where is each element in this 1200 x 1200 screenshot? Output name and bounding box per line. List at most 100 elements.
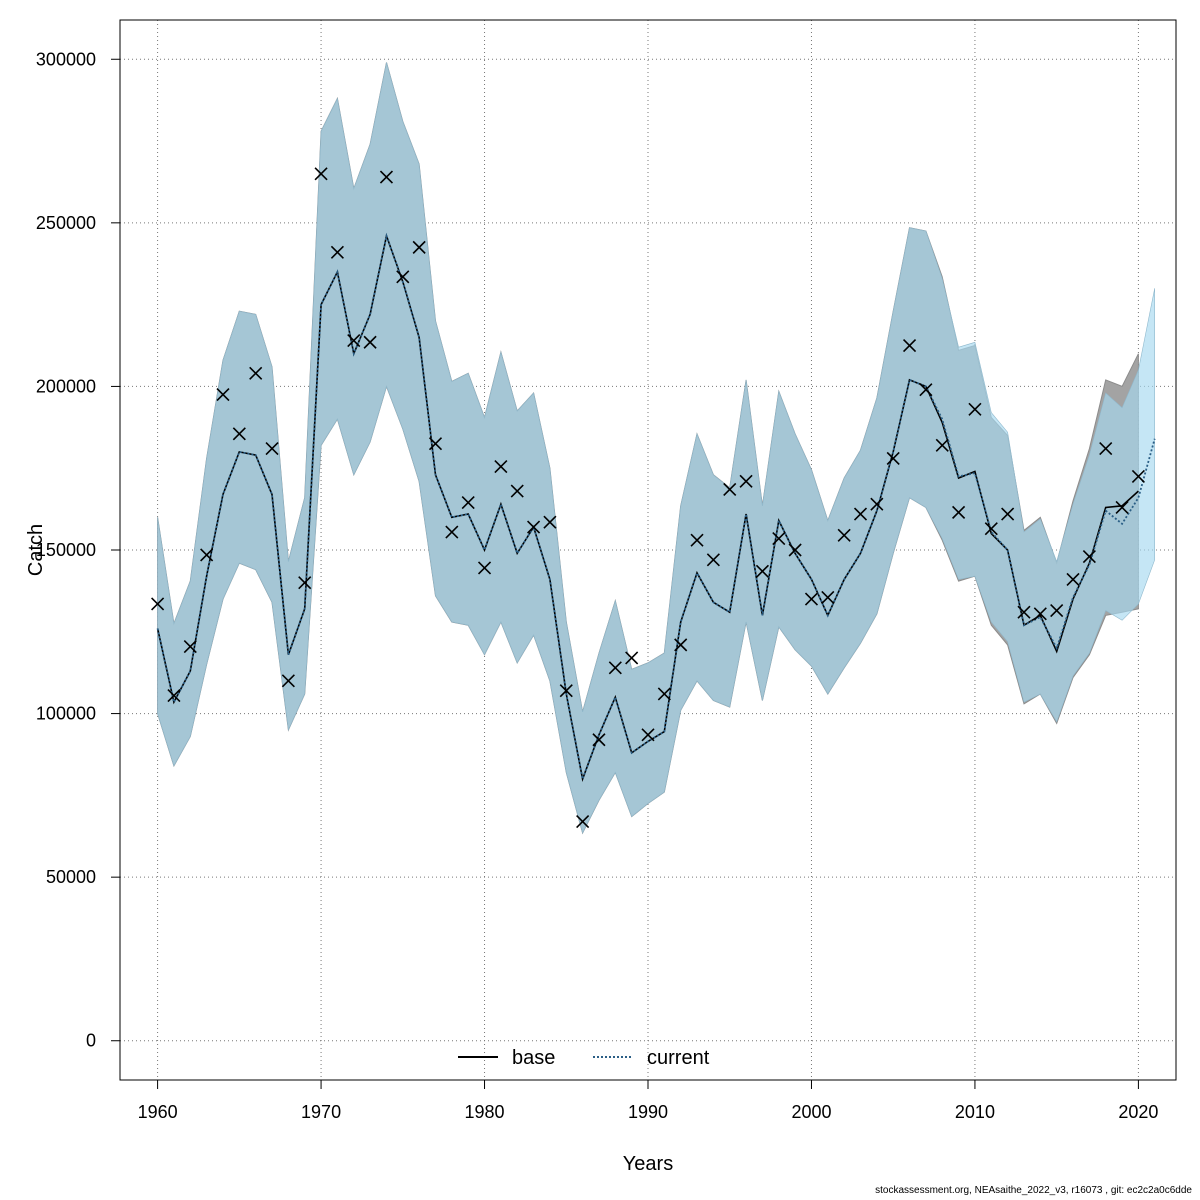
- observed-point-stroke: [739, 474, 753, 488]
- observed-point: [968, 402, 982, 416]
- observed-point: [657, 687, 671, 701]
- axes: 1960 1970 1980 1990 2000 2010 2020 0 50000 100000…: [36, 49, 1159, 1122]
- observed-point-stroke: [330, 245, 344, 259]
- observed-point-stroke: [690, 533, 704, 547]
- observed-point: [216, 388, 230, 402]
- observed-point-stroke: [1017, 605, 1031, 619]
- observed-point: [788, 543, 802, 557]
- x-tick-label: 1970: [301, 1102, 341, 1122]
- observed-point: [183, 639, 197, 654]
- observed-point-stroke: [232, 427, 246, 441]
- observed-point: [821, 590, 835, 605]
- observed-point: [1066, 572, 1080, 587]
- observed-point: [706, 553, 720, 567]
- observed-point-stroke: [821, 590, 835, 605]
- observed-point: [592, 733, 606, 747]
- observed-point: [739, 474, 753, 488]
- observed-point-stroke: [1066, 572, 1080, 587]
- observed-point-stroke: [674, 638, 688, 652]
- observed-point: [314, 167, 328, 181]
- observed-point-stroke: [445, 525, 459, 539]
- line-current: [156, 232, 1156, 783]
- observed-point: [265, 442, 279, 456]
- observed-point-stroke: [984, 522, 998, 536]
- x-tick-label: 2010: [955, 1102, 995, 1122]
- observed-point: [804, 592, 819, 606]
- observed-point-stroke: [804, 592, 819, 606]
- observed-point-stroke: [870, 497, 884, 511]
- observed-point: [853, 507, 868, 521]
- observed-point: [510, 484, 524, 498]
- legend-current-label: current: [647, 1047, 710, 1069]
- observed-point: [281, 674, 295, 688]
- observed-point: [200, 548, 214, 562]
- observed-point-stroke: [183, 639, 197, 654]
- observed-point: [886, 451, 900, 465]
- observed-point-stroke: [935, 438, 949, 452]
- observed-point-stroke: [461, 495, 475, 510]
- observed-point-stroke: [200, 548, 214, 562]
- observed-point-stroke: [477, 561, 492, 575]
- observed-point: [641, 728, 655, 742]
- y-tick-label: 200000: [36, 376, 96, 396]
- y-tick-label: 100000: [36, 704, 96, 724]
- observed-point: [445, 525, 459, 539]
- observed-point: [347, 334, 361, 348]
- observed-point-stroke: [428, 437, 443, 451]
- observed-point-stroke: [347, 334, 361, 348]
- observed-point-stroke: [396, 270, 410, 284]
- estimate-lines: [156, 232, 1156, 783]
- observed-point-stroke: [625, 651, 639, 665]
- observed-point-stroke: [379, 170, 394, 184]
- observed-point: [837, 528, 851, 542]
- observed-point-stroke: [151, 597, 165, 611]
- observed-point-stroke: [167, 689, 181, 703]
- observed-point-stroke: [543, 515, 557, 529]
- observed-point-stroke: [494, 460, 508, 474]
- observed-point: [772, 531, 786, 546]
- observed-point-stroke: [886, 451, 900, 465]
- footer-credit: stockassessment.org, NEAsaithe_2022_v3, …: [875, 1185, 1192, 1196]
- observed-point: [723, 482, 737, 497]
- observed-point: [755, 564, 769, 578]
- observed-point: [1099, 442, 1113, 456]
- observed-point-stroke: [952, 505, 966, 519]
- observed-point: [952, 505, 966, 519]
- observed-point: [1050, 603, 1064, 618]
- observed-point-stroke: [657, 687, 671, 701]
- observed-point: [363, 335, 377, 349]
- observed-point: [412, 240, 426, 254]
- observed-point: [1131, 469, 1145, 483]
- observed-point-stroke: [641, 728, 655, 742]
- observed-point: [298, 576, 312, 590]
- observed-point: [919, 383, 933, 397]
- legend: base current: [458, 1047, 710, 1069]
- observed-point-stroke: [1082, 549, 1096, 564]
- observed-point-stroke: [412, 240, 426, 254]
- observed-point: [1033, 607, 1047, 621]
- observed-point-stroke: [216, 388, 230, 402]
- observed-point: [330, 245, 344, 259]
- observed-point-stroke: [853, 507, 868, 521]
- observed-point-stroke: [1033, 607, 1047, 621]
- y-tick-label: 150000: [36, 540, 96, 560]
- observed-point-stroke: [527, 520, 541, 534]
- observed-point: [543, 515, 557, 529]
- x-tick-label: 2020: [1118, 1102, 1158, 1122]
- y-tick-label: 250000: [36, 213, 96, 233]
- observed-point: [1115, 500, 1129, 515]
- observed-point: [608, 661, 622, 675]
- observed-point-stroke: [837, 528, 851, 542]
- x-axis-title: Years: [623, 1153, 673, 1175]
- band-current: [157, 62, 1155, 834]
- observed-point-stroke: [592, 733, 606, 747]
- x-tick-label: 1990: [628, 1102, 668, 1122]
- y-tick-label: 300000: [36, 49, 96, 69]
- observed-point: [690, 533, 704, 547]
- observed-point-stroke: [706, 553, 720, 567]
- observed-point: [494, 460, 508, 474]
- observed-point: [674, 638, 688, 652]
- observed-point-stroke: [1115, 500, 1129, 515]
- observed-point: [527, 520, 541, 534]
